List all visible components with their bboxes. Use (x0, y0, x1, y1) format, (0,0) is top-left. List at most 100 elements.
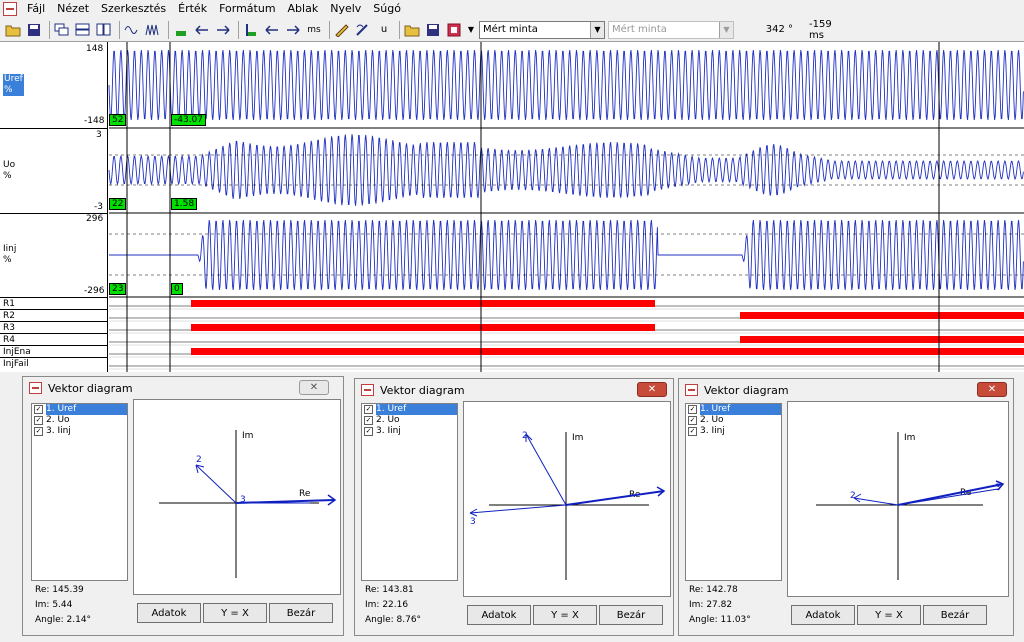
checkbox-checked-icon[interactable]: ✓ (688, 405, 697, 414)
menu-window[interactable]: Ablak (287, 2, 319, 15)
save-icon[interactable] (25, 21, 43, 39)
data-button[interactable]: Adatok (137, 603, 201, 623)
digital-r1-label[interactable]: R1 (0, 297, 108, 309)
uref-channel-name[interactable]: Uref% (3, 74, 24, 96)
re-value: Re: 143.81 (365, 585, 414, 595)
sine-wave-icon[interactable] (123, 21, 141, 39)
menu-help[interactable]: Súgó (373, 2, 401, 15)
angle-readout: 342 ° (765, 24, 793, 35)
axis-re-label: Re (299, 489, 311, 499)
waveform-plot[interactable]: 148 Uref% -148 3 Uo% -3 296 Iinj% -296 R… (0, 42, 1024, 372)
menu-value[interactable]: Érték (178, 2, 208, 15)
vector-diagram-window-1[interactable]: Vektor diagram ✕ ✓ 1. Uref ✓ 2. Uo ✓ 3. Iin… (22, 376, 344, 636)
close-button[interactable]: Bezár (923, 605, 987, 625)
tile-horizontal-icon[interactable] (74, 21, 92, 39)
vector-label-3: 3 (240, 495, 246, 505)
vector-readout: Re: 143.81 Im: 22.16 Angle: 8.76° (365, 583, 421, 628)
window-title-bar[interactable]: Vektor diagram (679, 379, 1013, 401)
open-folder-icon[interactable] (403, 21, 421, 39)
vector-plot: Im Re 2 3 (463, 401, 671, 597)
checkbox-checked-icon[interactable]: ✓ (364, 405, 373, 414)
list-item[interactable]: ✓ 1. Uref (686, 404, 781, 415)
menu-view[interactable]: Nézet (57, 2, 90, 15)
tile-vertical-icon[interactable] (95, 21, 113, 39)
vector-diagram-window-3[interactable]: Vektor diagram ✕ ✓ 1. Uref ✓ 2. Uo ✓ 3. Iin… (678, 378, 1014, 636)
close-icon[interactable]: ✕ (977, 382, 1007, 397)
sample-source-select[interactable]: Mért minta ▼ (479, 20, 605, 39)
vector-label-2: 2 (850, 491, 856, 501)
vector-label-3: 3 (995, 483, 1001, 493)
signal-list[interactable]: ✓ 1. Uref ✓ 2. Uo ✓ 3. Iinj (361, 403, 458, 581)
list-item[interactable]: ✓ 3. Iinj (34, 426, 71, 436)
list-item[interactable]: ✓ 2. Uo (364, 415, 400, 425)
close-icon[interactable]: ✕ (637, 382, 667, 397)
vector-label-3: 3 (470, 517, 476, 527)
checkbox-checked-icon[interactable]: ✓ (34, 427, 43, 436)
list-item[interactable]: ✓ 2. Uo (34, 415, 70, 425)
checkbox-checked-icon[interactable]: ✓ (34, 416, 43, 425)
close-icon[interactable]: ✕ (299, 380, 329, 395)
sample-source-value: Mért minta (483, 24, 538, 35)
ms-unit-button[interactable]: ms (307, 24, 321, 35)
list-item[interactable]: ✓ 3. Iinj (688, 426, 725, 436)
uo-channel-name[interactable]: Uo% (3, 160, 16, 181)
y-equals-x-button[interactable]: Y = X (857, 605, 921, 625)
save-icon[interactable] (424, 21, 442, 39)
step-left-icon[interactable] (263, 21, 281, 39)
digital-r3-label[interactable]: R3 (0, 321, 108, 333)
window-title: Vektor diagram (48, 381, 133, 395)
signal-list[interactable]: ✓ 1. Uref ✓ 2. Uo ✓ 3. Iinj (685, 403, 782, 581)
uo-cursor-b-value: 1.58 (171, 198, 198, 210)
menu-bar: Fájl Nézet Szerkesztés Érték Formátum Ab… (0, 0, 1024, 18)
sampled-wave-icon[interactable] (144, 21, 162, 39)
vector-diagram-window-2[interactable]: Vektor diagram ✕ ✓ 1. Uref ✓ 2. Uo ✓ 3. Iin… (354, 378, 674, 636)
digital-r2-label[interactable]: R2 (0, 309, 108, 321)
axis-im-label: Im (904, 433, 915, 443)
y-equals-x-button[interactable]: Y = X (203, 603, 267, 623)
dropdown-arrow-icon[interactable]: ▼ (467, 25, 475, 34)
close-button[interactable]: Bezár (269, 603, 333, 623)
window-title-bar[interactable]: Vektor diagram (355, 379, 673, 401)
vector-readout: Re: 142.78 Im: 27.82 Angle: 11.03° (689, 583, 751, 628)
cascade-windows-icon[interactable] (53, 21, 71, 39)
y-equals-x-button[interactable]: Y = X (533, 605, 597, 625)
list-item[interactable]: ✓ 1. Uref (362, 404, 457, 415)
list-item[interactable]: ✓ 2. Uo (688, 415, 724, 425)
list-item[interactable]: ✓ 1. Uref (32, 404, 127, 415)
digital-injfail-label[interactable]: InjFail (0, 357, 108, 369)
record-icon[interactable] (445, 21, 463, 39)
signal-list[interactable]: ✓ 1. Uref ✓ 2. Uo ✓ 3. Iinj (31, 403, 128, 581)
checkbox-checked-icon[interactable]: ✓ (364, 416, 373, 425)
digital-injena-label[interactable]: InjEna (0, 345, 108, 357)
uref-min-label: -148 (84, 116, 105, 126)
menu-format[interactable]: Formátum (219, 2, 276, 15)
checkbox-checked-icon[interactable]: ✓ (34, 405, 43, 414)
checkbox-checked-icon[interactable]: ✓ (688, 427, 697, 436)
open-folder-icon[interactable] (4, 21, 22, 39)
checkbox-checked-icon[interactable]: ✓ (364, 427, 373, 436)
uo-max-label: 3 (96, 130, 102, 140)
close-button[interactable]: Bezár (599, 605, 663, 625)
step-right-icon[interactable] (284, 21, 302, 39)
cursor-marker-icon[interactable] (242, 21, 260, 39)
window-title-bar[interactable]: Vektor diagram (23, 377, 343, 399)
edit-wave-icon[interactable] (354, 21, 372, 39)
toolbar-separator (329, 20, 330, 39)
checkbox-checked-icon[interactable]: ✓ (688, 416, 697, 425)
digital-r4-label[interactable]: R4 (0, 333, 108, 345)
chevron-down-icon[interactable]: ▼ (590, 21, 604, 38)
data-button[interactable]: Adatok (791, 605, 855, 625)
menu-language[interactable]: Nyelv (330, 2, 362, 15)
list-item[interactable]: ✓ 3. Iinj (364, 426, 401, 436)
uref-max-label: 148 (86, 44, 104, 54)
pencil-icon[interactable] (333, 21, 351, 39)
arrow-left-icon[interactable] (193, 21, 211, 39)
data-button[interactable]: Adatok (467, 605, 531, 625)
cursor-green-icon[interactable] (172, 21, 190, 39)
u-unit-button[interactable]: u (380, 24, 388, 35)
vector-label-2: 2 (196, 455, 202, 465)
menu-file[interactable]: Fájl (27, 2, 46, 15)
menu-edit[interactable]: Szerkesztés (101, 2, 167, 15)
arrow-right-icon[interactable] (214, 21, 232, 39)
iinj-channel-name[interactable]: Iinj% (3, 244, 17, 265)
